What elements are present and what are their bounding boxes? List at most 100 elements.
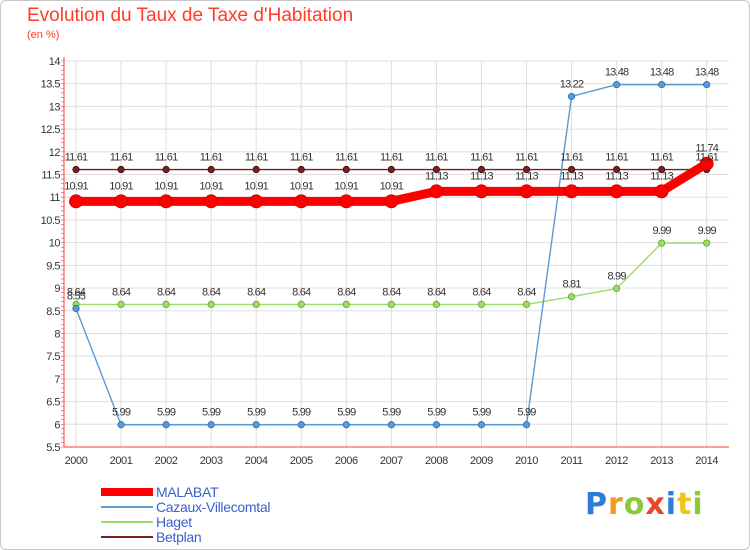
legend-label: Cazaux-Villecomtal — [156, 499, 271, 515]
y-tick-label: 8.5 — [46, 306, 60, 318]
legend-label: Haget — [156, 514, 192, 530]
data-label: 5.99 — [247, 407, 266, 419]
data-point-haget — [477, 300, 486, 309]
data-label: 8.64 — [202, 286, 221, 298]
y-tick-label: 12 — [49, 147, 61, 159]
data-point-cazaux-villecomtal — [72, 304, 80, 313]
data-label: 8.64 — [382, 286, 401, 298]
y-tick-label: 12.5 — [41, 124, 61, 136]
data-label: 11.13 — [650, 170, 673, 182]
data-point-cazaux-villecomtal — [162, 421, 170, 429]
x-tick-label: 2004 — [245, 455, 268, 467]
data-label: 8.64 — [247, 286, 266, 298]
data-point-betplan — [432, 165, 440, 174]
data-label: 11.61 — [380, 152, 403, 164]
data-label: 10.91 — [199, 180, 223, 192]
logo-letter: i — [692, 487, 704, 522]
data-label: 5.99 — [427, 407, 446, 419]
data-label: 11.61 — [245, 152, 268, 164]
data-point-cazaux-villecomtal — [567, 92, 576, 101]
data-label: 11.61 — [65, 152, 88, 164]
data-label: 9.99 — [698, 225, 717, 237]
data-label: 5.99 — [157, 407, 176, 419]
y-tick-label: 10.5 — [41, 215, 61, 227]
data-label: 8.64 — [517, 286, 536, 298]
y-tick-label: 9.5 — [46, 260, 60, 272]
data-point-malabat — [204, 194, 219, 209]
data-label: 5.99 — [112, 407, 131, 419]
data-point-betplan — [342, 165, 350, 174]
data-label: 10.91 — [154, 180, 178, 192]
data-point-cazaux-villecomtal — [297, 421, 305, 429]
data-label: 11.61 — [650, 152, 673, 164]
y-tick-label: 13.5 — [41, 79, 61, 91]
data-point-malabat — [654, 184, 669, 199]
data-label: 11.13 — [515, 170, 538, 182]
data-point-betplan — [117, 165, 125, 174]
data-point-haget — [162, 300, 170, 309]
data-label: 5.99 — [337, 407, 356, 419]
x-tick-label: 2001 — [110, 455, 133, 467]
data-point-malabat — [384, 194, 399, 209]
x-tick-label: 2010 — [515, 455, 538, 467]
data-label: 11.13 — [560, 170, 583, 182]
data-point-cazaux-villecomtal — [522, 421, 531, 429]
data-point-haget — [522, 300, 531, 309]
data-label: 10.91 — [64, 180, 88, 192]
legend-swatch — [101, 506, 153, 508]
data-label: 8.64 — [67, 286, 86, 298]
legend-label: MALABAT — [156, 484, 219, 500]
data-point-haget — [207, 300, 215, 309]
y-tick-label: 6 — [54, 419, 60, 431]
x-tick-label: 2012 — [605, 455, 628, 467]
data-label: 11.61 — [335, 152, 358, 164]
legend-item: Haget — [101, 514, 361, 530]
data-point-betplan — [522, 165, 531, 174]
x-tick-label: 2013 — [650, 455, 673, 467]
logo-letter: o — [623, 487, 646, 522]
y-tick-label: 11 — [50, 192, 61, 204]
legend-swatch — [101, 536, 153, 538]
data-point-cazaux-villecomtal — [342, 421, 350, 429]
chart-subtitle: (en %) — [27, 29, 60, 41]
data-label: 8.99 — [607, 271, 626, 283]
data-point-malabat — [609, 184, 624, 199]
data-point-cazaux-villecomtal — [432, 421, 440, 429]
y-tick-label: 7 — [54, 374, 60, 386]
data-point-cazaux-villecomtal — [387, 421, 395, 429]
x-tick-label: 2007 — [380, 455, 403, 467]
data-label: 8.64 — [112, 286, 131, 298]
data-label: 10.91 — [244, 180, 268, 192]
data-point-malabat — [339, 194, 354, 209]
logo-letter: P — [585, 487, 608, 522]
data-point-malabat — [159, 194, 174, 209]
data-point-betplan — [658, 165, 666, 174]
y-tick-label: 13 — [49, 101, 61, 113]
x-tick-label: 2006 — [335, 455, 358, 467]
data-point-betplan — [567, 165, 576, 174]
data-point-cazaux-villecomtal — [207, 421, 215, 429]
y-tick-label: 10 — [49, 238, 61, 250]
y-tick-label: 9 — [54, 283, 60, 295]
data-label: 11.61 — [605, 152, 628, 164]
data-label: 10.91 — [289, 180, 313, 192]
data-point-cazaux-villecomtal — [477, 421, 486, 429]
data-point-haget — [387, 300, 395, 309]
logo-letter: r — [608, 487, 624, 522]
data-label: 11.61 — [470, 152, 493, 164]
data-label: 5.99 — [202, 407, 221, 419]
data-label: 11.61 — [560, 152, 583, 164]
y-tick-label: 11.5 — [41, 170, 60, 182]
data-point-malabat — [519, 184, 534, 199]
legend-swatch — [101, 488, 153, 496]
data-point-malabat — [564, 184, 579, 199]
data-label: 11.61 — [425, 152, 448, 164]
logo-letter: i — [665, 487, 678, 522]
data-point-haget — [612, 284, 621, 293]
data-label: 11.61 — [155, 152, 178, 164]
data-label: 11.61 — [110, 152, 133, 164]
data-label: 11.61 — [200, 152, 223, 164]
data-point-betplan — [477, 165, 486, 174]
data-point-malabat — [114, 194, 128, 209]
